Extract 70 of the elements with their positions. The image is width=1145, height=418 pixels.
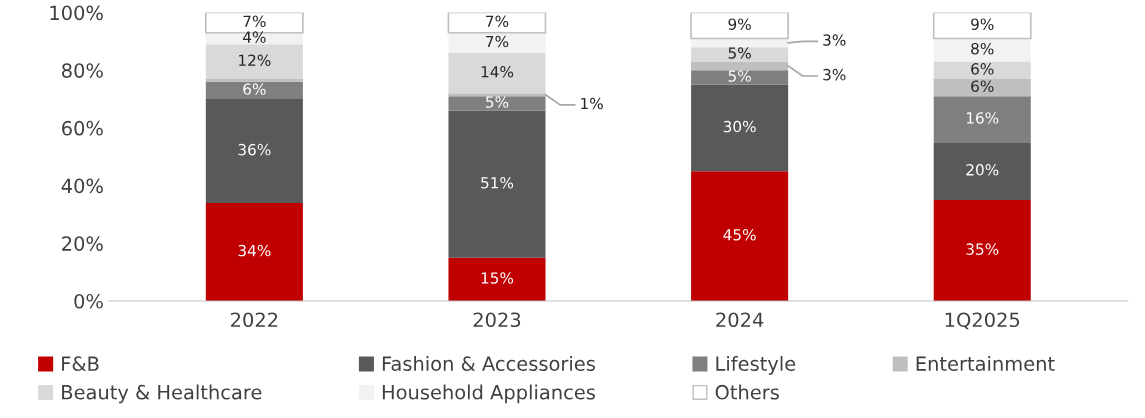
data-label: 3% [823,68,846,81]
data-label: 7% [486,35,509,48]
data-label: 30% [723,120,756,133]
data-label: 6% [971,80,994,92]
legend-label: Lifestyle [716,355,796,375]
data-label: 35% [966,243,999,255]
legend-label: F&B [62,356,99,372]
data-label: 20% [966,164,999,176]
bar [448,32,546,53]
data-label: 9% [728,18,751,30]
data-label: 3% [823,34,846,46]
legend-label: Beauty & Healthcare [62,384,262,404]
bar [448,257,546,301]
data-label: 5% [486,96,509,108]
legend-label: Fashion & Accessories [382,355,595,372]
y-tick-label: 80% [62,63,103,78]
data-label: 34% [238,244,271,257]
data-label: 14% [481,65,514,78]
y-tick-label: 20% [62,236,103,251]
y-tick-label: 0% [74,293,103,309]
data-label: 36% [238,143,271,156]
data-label: 16% [966,112,999,124]
bar [447,12,547,34]
bar [448,96,546,111]
data-label: 7% [243,15,266,28]
bar [933,38,1031,62]
data-label: 9% [971,18,994,30]
bar [691,61,789,71]
data-label: 5% [728,70,751,82]
bar [205,44,303,79]
y-tick-label: 60% [62,120,103,136]
data-label: 15% [481,272,514,284]
legend-label: Household Appliances [382,384,595,404]
x-tick-label: 2023 [473,312,521,328]
x-tick-label: 2024 [716,312,764,328]
bar [691,84,789,172]
bar [933,61,1031,79]
legend-label: Entertainment [916,355,1055,372]
bar [691,47,789,62]
bar [205,81,303,100]
y-tick-label: 100% [50,5,103,21]
bar [691,171,789,301]
data-label: 7% [486,15,509,28]
data-label: 5% [728,47,751,59]
data-label: 1% [581,97,603,110]
y-tick-label: 40% [61,178,103,194]
bar [448,93,546,97]
bar [690,12,789,40]
data-label: 12% [239,54,271,66]
data-label: 6% [971,63,994,75]
bar [933,78,1031,97]
data-label: 8% [971,42,994,55]
data-label: 6% [243,83,266,95]
data-label: 4% [242,31,266,43]
bar [691,38,789,48]
bar [933,200,1031,301]
bar [933,142,1031,201]
x-tick-label: 1Q2025 [945,312,1020,330]
bar [205,99,303,203]
bar [205,202,303,301]
bar [448,110,546,258]
bar [932,12,1032,40]
bar [448,52,546,94]
bar [691,70,789,85]
legend-label: Others [715,384,779,400]
bar [205,78,303,82]
x-tick-label: 2022 [231,312,278,328]
data-label: 45% [723,228,756,241]
data-label: 51% [481,177,514,189]
bar [933,96,1031,143]
